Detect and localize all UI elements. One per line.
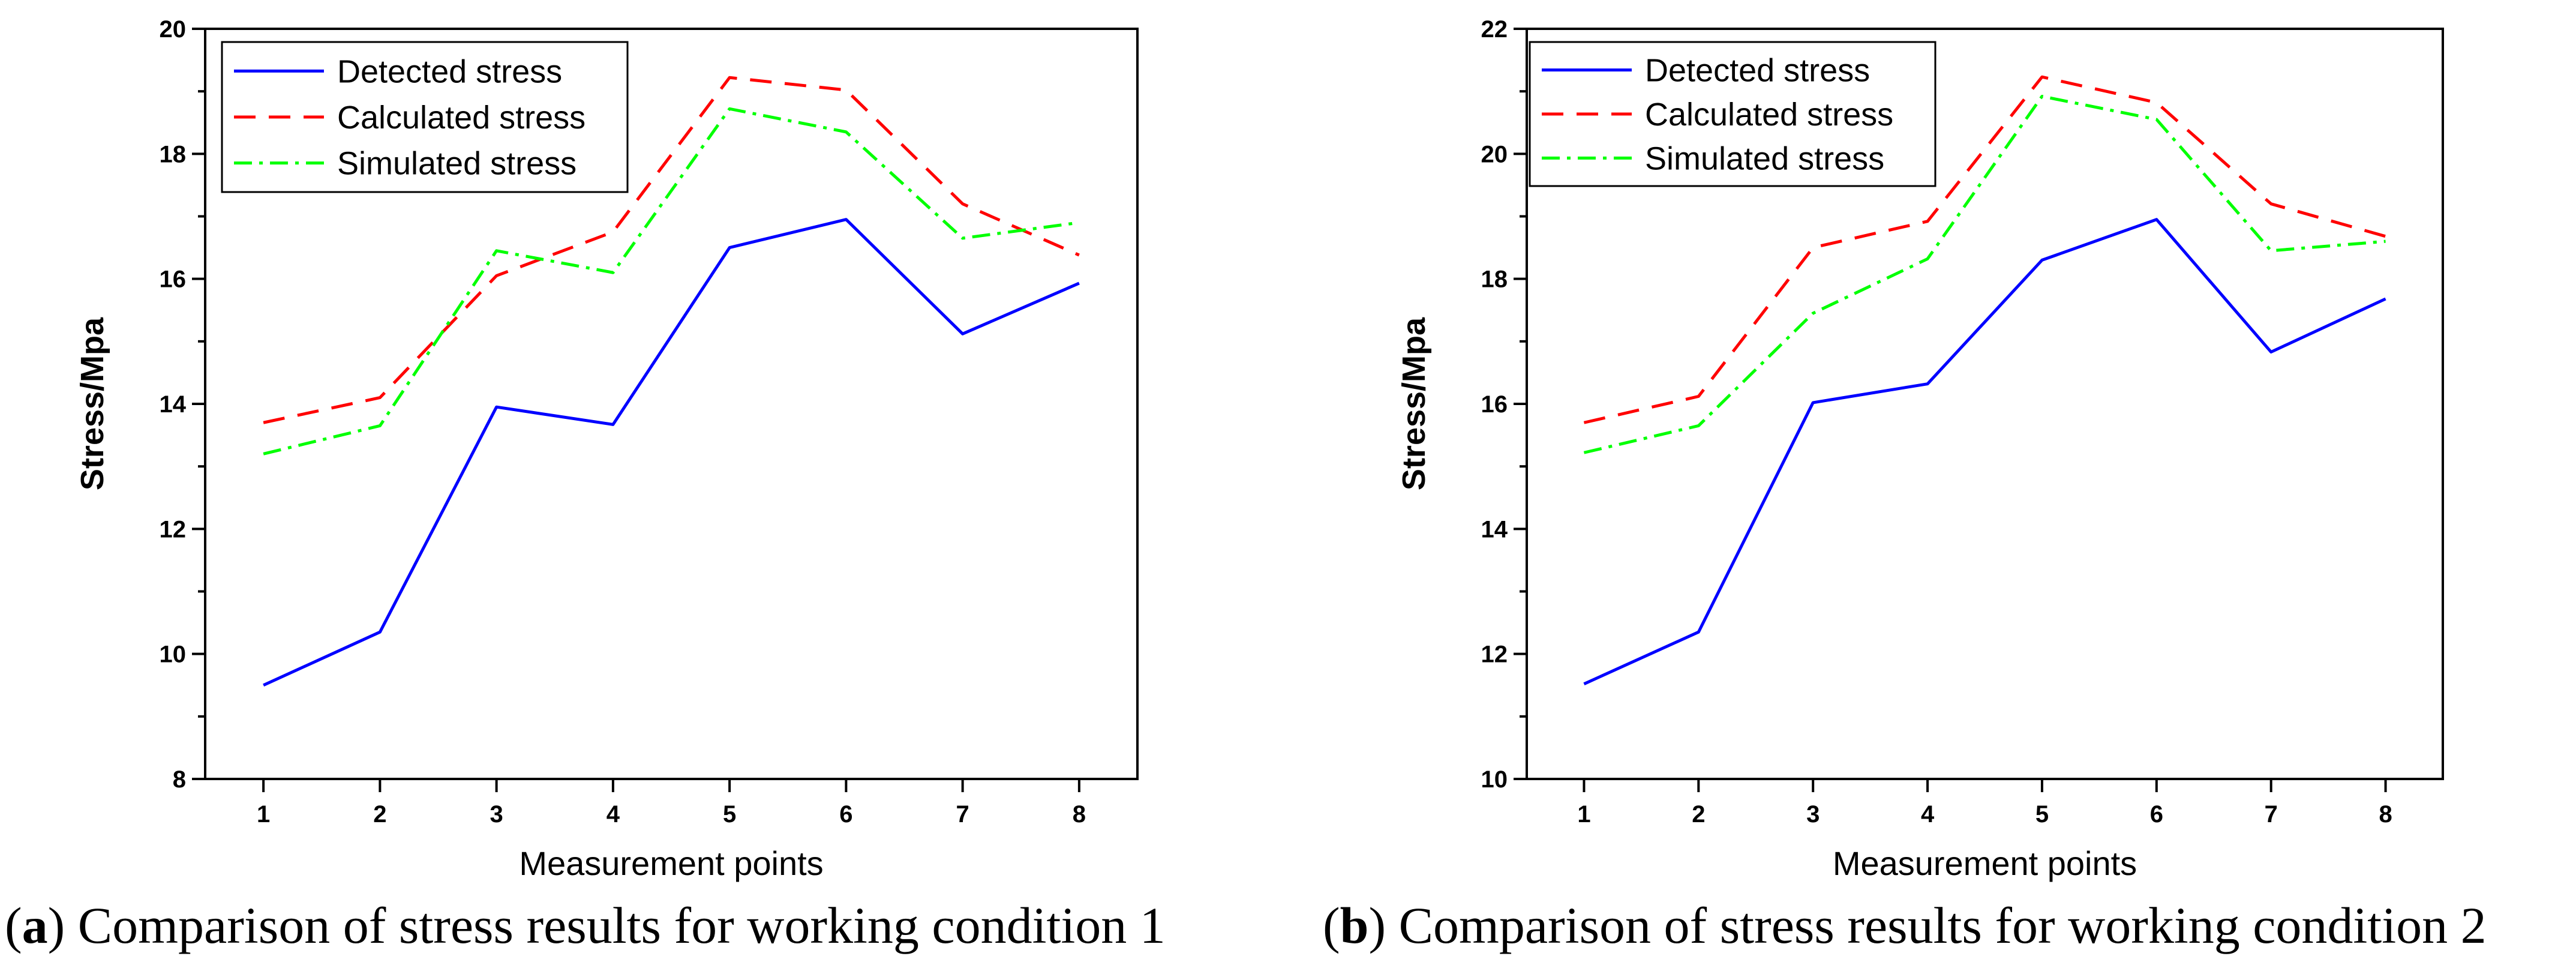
y-tick-label: 12 <box>160 516 187 543</box>
y-axis-label: Stress/Mpa <box>74 317 110 490</box>
series-line-3 <box>1583 95 2386 454</box>
series-line-3 <box>263 107 1080 455</box>
caption-b-letter: b <box>1340 897 1369 954</box>
y-tick-label: 20 <box>1481 141 1508 167</box>
y-tick-label: 10 <box>1481 766 1508 793</box>
y-tick-label: 14 <box>1481 516 1508 543</box>
x-tick-label: 1 <box>1577 801 1590 828</box>
caption-b: (b) Comparison of stress results for wor… <box>1323 897 2487 954</box>
x-tick-label: 6 <box>2150 801 2163 828</box>
x-tick-label: 3 <box>1806 801 1820 828</box>
x-tick-label: 4 <box>1921 801 1935 828</box>
series-line-1 <box>263 218 1080 687</box>
x-axis-label: Measurement points <box>519 844 823 882</box>
caption-a: (a) Comparison of stress results for wor… <box>5 897 1166 954</box>
y-tick-label: 18 <box>1481 266 1508 293</box>
legend-label: Detected stress <box>1645 53 1870 89</box>
y-tick-label: 16 <box>1481 391 1508 418</box>
y-tick-label: 16 <box>160 266 187 293</box>
y-tick-label: 10 <box>160 642 187 668</box>
x-tick-label: 6 <box>839 801 852 828</box>
legend: Detected stress Calculated stress Simulate… <box>1529 41 1936 187</box>
legend-label: Calculated stress <box>1645 97 1893 133</box>
caption-a-text: Comparison of stress results for working… <box>77 897 1166 954</box>
caption-a-letter: a <box>22 897 48 954</box>
legend-label: Simulated stress <box>1645 140 1884 176</box>
x-tick-label: 8 <box>1073 801 1086 828</box>
x-tick-label: 8 <box>2379 801 2392 828</box>
legend: Detected stress Calculated stress Simulate… <box>221 41 629 193</box>
x-tick-label: 7 <box>2265 801 2278 828</box>
y-tick-label: 14 <box>160 391 187 418</box>
series-line-1 <box>1583 218 2386 685</box>
series-line-2 <box>263 76 1080 424</box>
x-tick-label: 2 <box>1692 801 1705 828</box>
y-tick-label: 12 <box>1481 642 1508 668</box>
x-tick-label: 7 <box>956 801 969 828</box>
x-tick-label: 4 <box>607 801 620 828</box>
legend-label: Calculated stress <box>337 100 586 136</box>
y-tick-label: 8 <box>173 766 186 793</box>
y-tick-label: 18 <box>160 141 187 167</box>
y-tick-label: 20 <box>160 16 187 43</box>
x-tick-label: 1 <box>257 801 270 828</box>
y-tick-label: 22 <box>1481 16 1508 43</box>
x-tick-label: 3 <box>490 801 503 828</box>
x-tick-label: 2 <box>373 801 386 828</box>
x-axis-label: Measurement points <box>1833 844 2137 882</box>
legend-label: Simulated stress <box>337 146 577 182</box>
legend-label: Detected stress <box>337 53 562 89</box>
y-axis-label: Stress/Mpa <box>1396 317 1432 490</box>
caption-b-text: Comparison of stress results for working… <box>1398 897 2487 954</box>
x-tick-label: 5 <box>2035 801 2049 828</box>
series-line-2 <box>1583 75 2386 424</box>
x-tick-label: 5 <box>723 801 736 828</box>
